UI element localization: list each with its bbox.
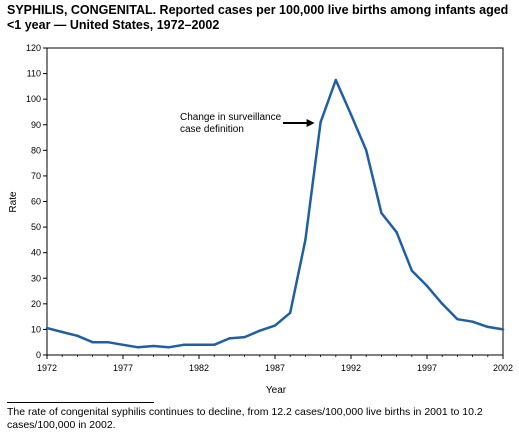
y-axis-label: Rate: [8, 191, 19, 213]
y-axis-ticks: 0 10 20 30 40 50 60 70 80 90 100 110 120: [26, 43, 47, 360]
data-point: [213, 343, 216, 346]
data-point: [273, 324, 277, 327]
data-point: [228, 337, 231, 340]
data-point: [76, 334, 79, 338]
data-point: [456, 317, 459, 321]
annotation-label-line-2: case definition: [180, 124, 244, 135]
x-tick-label: 1987: [265, 363, 285, 373]
annotation-arrow-head: [306, 119, 315, 127]
data-point: [471, 320, 474, 323]
data-point: [395, 231, 398, 234]
y-tick-label: 10: [31, 324, 41, 334]
x-tick-label: 1992: [341, 363, 361, 373]
data-point: [319, 120, 322, 124]
x-tick-label: 1977: [113, 363, 133, 373]
data-point: [197, 343, 201, 346]
data-point: [425, 284, 429, 288]
footnote-divider: [7, 402, 154, 403]
data-point: [258, 329, 261, 332]
data-point: [501, 328, 505, 331]
data-point: [349, 113, 353, 116]
y-tick-label: 120: [26, 43, 41, 53]
data-point: [410, 269, 413, 272]
x-axis-ticks: 1972 1977 1982 1987 1992 1997 2002: [37, 355, 513, 373]
series-group: [45, 78, 505, 349]
y-tick-label: 110: [27, 69, 41, 79]
y-tick-label: 60: [31, 197, 41, 207]
data-point: [106, 341, 110, 344]
footnote: The rate of congenital syphilis continue…: [7, 406, 483, 431]
chart-title: SYPHILIS, CONGENITAL. Reported cases per…: [7, 3, 509, 32]
y-tick-label: 40: [31, 248, 41, 258]
data-point: [243, 335, 246, 339]
data-point: [167, 346, 170, 349]
data-point: [152, 344, 155, 348]
data-point: [61, 330, 64, 334]
data-point: [304, 238, 307, 242]
x-tick-label: 2002: [493, 363, 513, 373]
y-tick-label: 70: [31, 171, 41, 181]
x-axis-label: Year: [266, 385, 287, 396]
data-point: [289, 311, 292, 314]
y-tick-label: 30: [31, 273, 41, 283]
x-tick-label: 1972: [37, 363, 57, 373]
y-tick-label: 90: [31, 120, 41, 130]
annotation-group: Change in surveillance case definition: [180, 112, 315, 135]
y-tick-label: 80: [31, 145, 41, 155]
data-point: [91, 341, 94, 344]
data-point: [45, 326, 49, 330]
data-point: [137, 346, 140, 349]
y-tick-label: 0: [36, 350, 41, 360]
data-point: [334, 78, 337, 82]
data-point: [121, 343, 125, 346]
plot-frame: [46, 47, 504, 356]
y-tick-label: 50: [31, 222, 41, 232]
y-tick-label: 20: [31, 299, 41, 309]
data-point: [380, 211, 383, 215]
data-point: [182, 343, 185, 346]
annotation-label-line-1: Change in surveillance: [180, 112, 282, 123]
y-tick-label: 100: [26, 94, 41, 104]
data-point: [365, 149, 368, 152]
data-point: [486, 325, 489, 329]
x-tick-label: 1982: [189, 363, 209, 373]
data-point: [441, 302, 444, 306]
x-tick-label: 1997: [417, 363, 437, 373]
chart-axes: [46, 47, 504, 356]
